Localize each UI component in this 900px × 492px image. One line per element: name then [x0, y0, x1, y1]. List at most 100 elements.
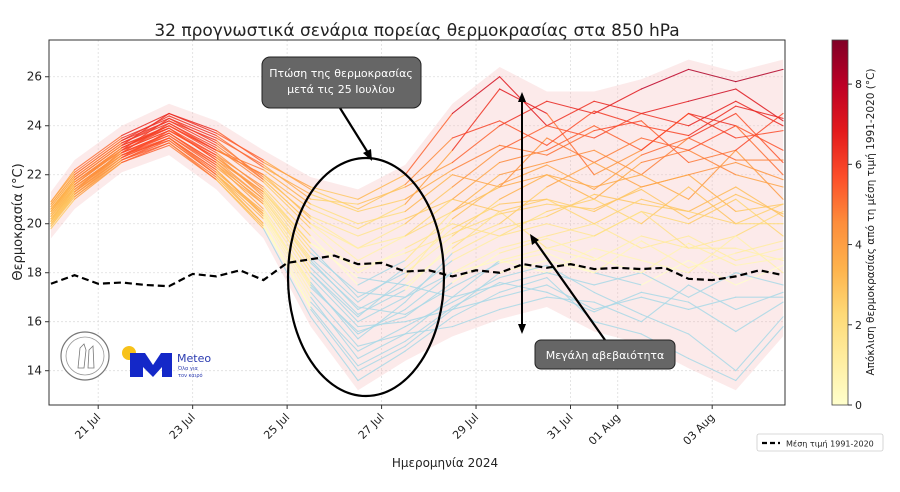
meteo-tagline-1: Όλα για: [177, 365, 199, 372]
x-tick-label: 23 Jul: [167, 411, 198, 442]
ensemble-member-segment: [640, 174, 690, 200]
ensemble-member-segment: [688, 333, 737, 372]
meteo-name: Meteo: [177, 352, 211, 365]
ensemble-member-segment: [262, 201, 312, 269]
ensemble-member-segment: [310, 208, 359, 230]
ensemble-member-segment: [546, 100, 595, 115]
ensemble-member-segment: [404, 112, 453, 176]
ensemble-member-segment: [357, 296, 406, 323]
ensemble-member-segment: [451, 308, 501, 328]
ensemble-member-segment: [451, 262, 501, 288]
ensemble-member-segment: [74, 139, 123, 176]
ensemble-member-segment: [262, 169, 312, 205]
ensemble-member-segment: [688, 100, 737, 127]
ensemble-member-segment: [640, 174, 690, 188]
ensemble-member-segment: [215, 174, 265, 225]
ensemble-member-segment: [310, 228, 359, 274]
ensemble-member-segment: [735, 301, 784, 333]
ensemble-member-segment: [593, 125, 642, 151]
x-axis-label: Ημερομηνία 2024: [392, 456, 498, 470]
ensemble-member-line: [50, 127, 784, 315]
ensemble-member-segment: [215, 161, 265, 205]
colorbar-ticks: 0 2 4 6 8: [848, 78, 862, 412]
legend: Μέση τιμή 1991-2020: [756, 433, 884, 452]
ensemble-member-segment: [310, 203, 359, 225]
annotation-text-2: Μεγάλη αβεβαιότητα: [546, 349, 665, 362]
ensemble-member-segment: [215, 132, 265, 161]
ensemble-member-segment: [640, 313, 690, 335]
ensemble-member-segment: [404, 306, 453, 342]
ensemble-member-segment: [546, 237, 595, 259]
ensemble-member-segment: [593, 161, 642, 188]
ensemble-member-segment: [451, 186, 501, 213]
ensemble-member-segment: [451, 291, 501, 318]
ensemble-member-line: [50, 120, 784, 249]
ensemble-member-line: [50, 105, 784, 210]
ensemble-member-segment: [121, 130, 170, 151]
ensemble-member-segment: [735, 174, 784, 188]
ensemble-member-segment: [50, 196, 76, 227]
ensemble-member-segment: [357, 291, 406, 298]
ensemble-member-segment: [499, 247, 548, 262]
ensemble-member-segment: [735, 235, 784, 274]
ensemble-member-segment: [310, 306, 359, 367]
ensemble-member-segment: [215, 154, 265, 198]
ensemble-member-segment: [404, 210, 453, 237]
ensemble-member-segment: [357, 350, 406, 382]
ensemble-member-segment: [121, 144, 170, 164]
ensemble-member-segment: [735, 257, 784, 266]
ensemble-member-segment: [546, 125, 595, 151]
ensemble-member-segment: [735, 68, 784, 83]
x-tick-label: 29 Jul: [450, 411, 481, 442]
ensemble-member-segment: [404, 137, 453, 186]
ensemble-member-segment: [688, 149, 737, 176]
y-axis-label: Θερμοκρασία (°C): [11, 163, 26, 280]
ensemble-member-segment: [357, 277, 406, 318]
envelope-layer: [50, 59, 784, 391]
ensemble-member-segment: [593, 120, 642, 132]
ensemble-member-segment: [499, 252, 548, 264]
ensemble-member-segment: [593, 272, 642, 286]
ensemble-member-segment: [593, 88, 642, 115]
ensemble-member-segment: [404, 308, 453, 323]
ensemble-member-segment: [357, 333, 406, 360]
ensemble-member-segment: [451, 149, 501, 188]
ensemble-member-segment: [499, 125, 548, 151]
ensemble-member-segment: [215, 174, 265, 215]
ensemble-member-segment: [546, 137, 595, 164]
ensemble-member-segment: [451, 203, 501, 230]
ensemble-member-segment: [546, 130, 595, 156]
annotation-uncertainty: Μεγάλη αβεβαιότητα: [518, 92, 676, 370]
ensemble-member-segment: [310, 272, 359, 323]
ensemble-member-segment: [310, 316, 359, 382]
ensemble-member-segment: [593, 321, 642, 335]
ensemble-member-segment: [688, 272, 737, 298]
ensemble-member-segment: [546, 110, 595, 146]
ensemble-member-segment: [546, 198, 595, 225]
ensemble-member-segment: [735, 264, 784, 286]
ensemble-member-segment: [262, 174, 312, 210]
ensemble-member-segment: [168, 122, 217, 149]
ensemble-member-segment: [499, 198, 548, 205]
ensemble-member-segment: [310, 223, 359, 249]
ensemble-member-segment: [688, 174, 737, 213]
ensemble-member-segment: [310, 262, 359, 308]
ensemble-member-segment: [262, 208, 312, 279]
ensemble-member-segment: [310, 215, 359, 237]
ensemble-member-segment: [735, 125, 784, 176]
ensemble-member-segment: [74, 144, 123, 181]
ensemble-member-segment: [404, 242, 453, 291]
ensemble-member-segment: [735, 130, 784, 139]
ensemble-member-segment: [735, 326, 784, 382]
ensemble-member-segment: [451, 120, 501, 139]
ensemble-member-segment: [262, 213, 312, 288]
ensemble-member-segment: [451, 223, 501, 244]
x-tick-label: 01 Aug: [586, 411, 623, 448]
ensemble-member-segment: [688, 68, 737, 83]
ensemble-member-line: [50, 112, 784, 213]
ensemble-member-segment: [404, 286, 453, 315]
ensemble-member-segment: [593, 188, 642, 210]
ensemble-member-segment: [404, 198, 453, 237]
ensemble-member-segment: [451, 183, 501, 220]
ensemble-member-segment: [593, 137, 642, 164]
